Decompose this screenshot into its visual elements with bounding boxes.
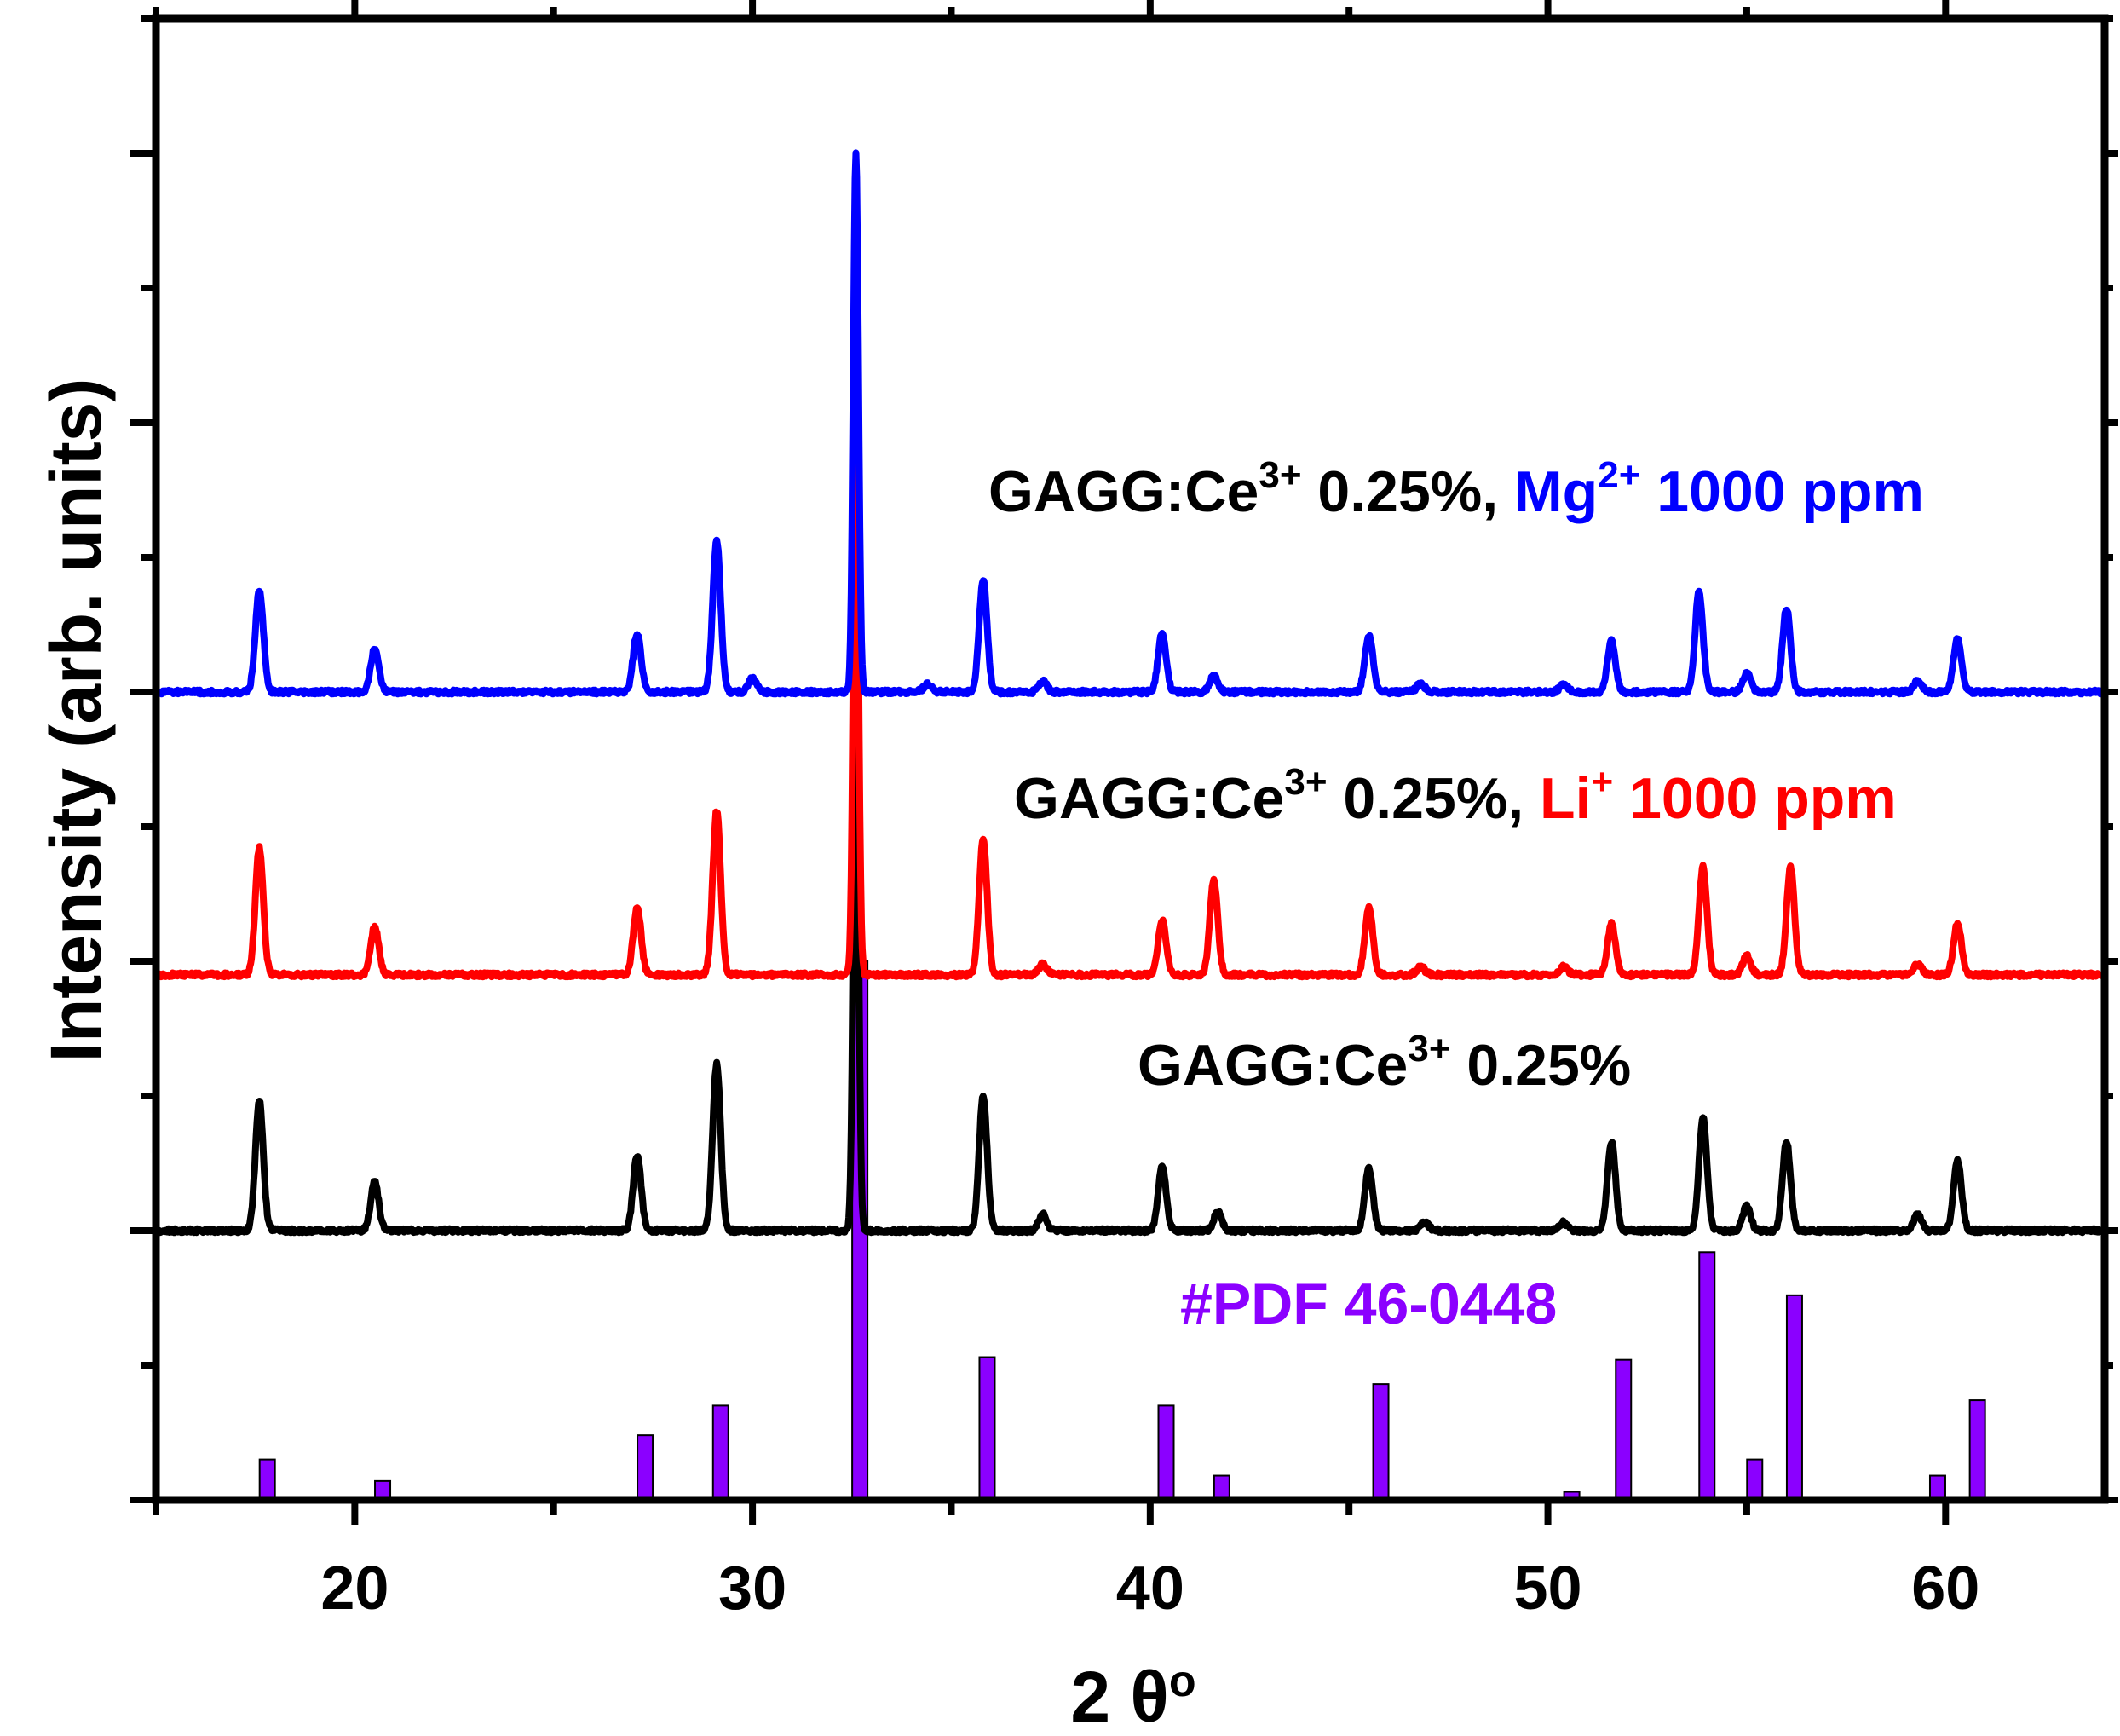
reference-bar	[1746, 1458, 1764, 1501]
x-tick-labels: 20 30 40 50 60	[320, 1554, 1979, 1623]
reference-bar	[1157, 1404, 1175, 1502]
series-annotation: GAGG:Ce3+ 0.25%, Li+ 1000 ppm	[1014, 761, 1897, 831]
series-annotation: GAGG:Ce3+ 0.25%	[1138, 1028, 1631, 1098]
x-tick-label: 20	[320, 1554, 389, 1623]
series-line	[153, 149, 2108, 698]
series-lines	[153, 149, 2108, 1237]
x-axis-title: 2 θo	[1070, 1657, 1195, 1736]
series-line	[153, 432, 2108, 981]
reference-bar	[1785, 1294, 1803, 1501]
reference-bar	[978, 1356, 996, 1502]
y-axis-title: Intensity (arb. units)	[36, 378, 116, 1063]
reference-bar	[1698, 1251, 1716, 1502]
reference-bar	[1372, 1383, 1390, 1501]
series-annotation: GAGG:Ce3+ 0.25%, Mg2+ 1000 ppm	[988, 454, 1924, 524]
axis-ticks	[130, 0, 2118, 1525]
series-line	[153, 687, 2108, 1237]
reference-bar	[1968, 1399, 1986, 1501]
plot-frame	[152, 14, 2109, 1504]
x-tick-label: 50	[1514, 1554, 1582, 1623]
x-tick-label: 30	[718, 1554, 786, 1623]
series-annotation: #PDF 46-0448	[1180, 1272, 1557, 1336]
reference-bar	[1615, 1358, 1633, 1502]
annotations: GAGG:Ce3+ 0.25%, Mg2+ 1000 ppm GAGG:Ce3+ …	[988, 454, 1924, 1336]
reference-bar	[637, 1434, 654, 1502]
reference-bar	[711, 1404, 729, 1502]
reference-bar	[258, 1458, 276, 1501]
x-tick-label: 60	[1911, 1554, 1979, 1623]
x-tick-label: 40	[1116, 1554, 1184, 1623]
